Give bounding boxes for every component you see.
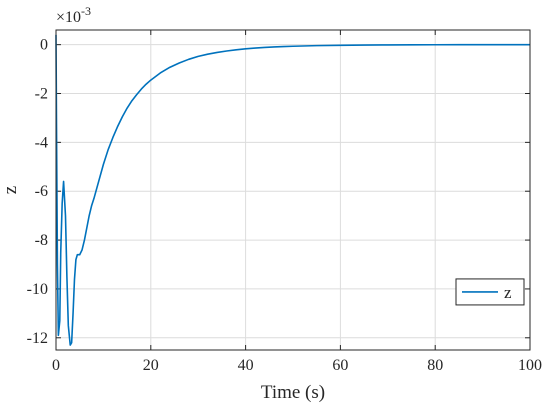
legend-entry-z: z: [504, 283, 512, 302]
y-tick-label: -6: [35, 183, 48, 200]
x-tick-label: 80: [427, 357, 443, 374]
y-tick-label: -2: [35, 86, 48, 103]
y-axis-exponent: ×10-3: [56, 4, 91, 26]
grid: [56, 30, 530, 350]
y-tick-label: 0: [40, 37, 48, 54]
y-axis-label: z: [0, 186, 21, 194]
tick-labels: 0 20 40 60 80 100 0 -2 -4 -6 -8 -10 -12: [27, 37, 542, 374]
y-tick-label: -12: [27, 330, 48, 347]
x-tick-label: 100: [518, 357, 542, 374]
x-tick-label: 20: [143, 357, 159, 374]
y-exponent-base: ×10: [56, 9, 81, 26]
y-exponent-power: -3: [81, 4, 91, 18]
series-line-z: [55, 34, 531, 346]
y-tick-label: -4: [35, 134, 48, 151]
axes-frame: [55, 29, 531, 351]
y-tick-label: -10: [27, 281, 48, 298]
x-axis-label: Time (s): [261, 382, 325, 403]
legend: z: [455, 278, 525, 306]
x-tick-label: 0: [52, 357, 60, 374]
x-tick-label: 60: [332, 357, 348, 374]
y-tick-label: -8: [35, 232, 48, 249]
x-tick-label: 40: [238, 357, 254, 374]
series-layer: [55, 34, 531, 346]
